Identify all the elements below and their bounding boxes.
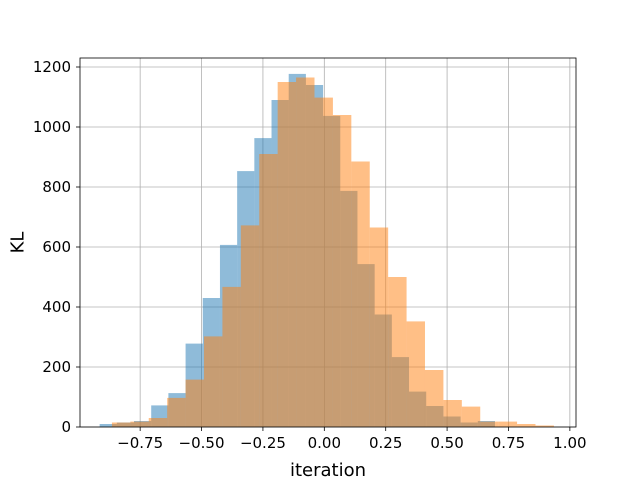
histogram-bar-series-2 bbox=[369, 227, 389, 427]
bars bbox=[99, 73, 554, 428]
histogram-bar-series-2 bbox=[517, 424, 536, 427]
x-tick-label: 1.00 bbox=[553, 434, 586, 452]
histogram-bar-series-2 bbox=[277, 82, 297, 427]
histogram-bar-series-2 bbox=[167, 397, 186, 427]
y-tick-label: 1000 bbox=[33, 118, 71, 136]
histogram-bar-series-2 bbox=[314, 97, 333, 427]
x-tick-label: −0.75 bbox=[117, 434, 163, 452]
x-axis-label: iteration bbox=[290, 460, 366, 480]
histogram-bar-series-2 bbox=[351, 161, 370, 427]
y-tick-label: 1200 bbox=[33, 58, 71, 76]
y-axis-label: KL bbox=[8, 232, 29, 254]
histogram-bar-series-1 bbox=[99, 424, 117, 427]
y-tick-label: 600 bbox=[42, 238, 71, 256]
axis-ticks: −0.75 −0.50 −0.25 0.00 0.25 0.50 0.75 1.00 0 200 4… bbox=[33, 58, 587, 452]
histogram-bar-series-2 bbox=[111, 422, 131, 427]
histogram-bar-series-2 bbox=[259, 154, 278, 427]
x-tick-label: 0.50 bbox=[430, 434, 463, 452]
histogram-bar-series-2 bbox=[148, 418, 168, 427]
histogram-bar-series-2 bbox=[424, 370, 444, 427]
histogram-bar-series-2 bbox=[498, 421, 518, 427]
x-tick-label: 0.25 bbox=[369, 434, 402, 452]
y-tick-label: 800 bbox=[42, 178, 71, 196]
x-tick-label: 0.75 bbox=[492, 434, 525, 452]
histogram-bar-series-2 bbox=[296, 77, 315, 427]
y-tick-label: 400 bbox=[42, 298, 71, 316]
histogram-bar-series-2 bbox=[185, 379, 204, 427]
y-tick-label: 200 bbox=[42, 358, 71, 376]
histogram-bar-series-2 bbox=[204, 336, 223, 427]
histogram-bar-series-2 bbox=[130, 421, 149, 427]
plot-frame bbox=[79, 57, 577, 428]
histogram-bar-series-2 bbox=[461, 406, 481, 427]
histogram-bar-series-2 bbox=[406, 321, 425, 427]
histogram-bar-series-2 bbox=[443, 400, 462, 427]
histogram-bar-series-2 bbox=[240, 225, 260, 427]
histogram-bar-series-2 bbox=[480, 421, 499, 427]
x-tick-label: 0.00 bbox=[308, 434, 341, 452]
y-tick-label: 0 bbox=[61, 418, 71, 436]
histogram-bar-series-2 bbox=[535, 425, 554, 427]
histogram-bar-series-2 bbox=[332, 115, 352, 427]
histogram-bar-series-2 bbox=[388, 277, 407, 427]
x-tick-label: −0.50 bbox=[179, 434, 225, 452]
x-tick-label: −0.25 bbox=[240, 434, 286, 452]
histogram-bar-series-2 bbox=[222, 286, 241, 427]
